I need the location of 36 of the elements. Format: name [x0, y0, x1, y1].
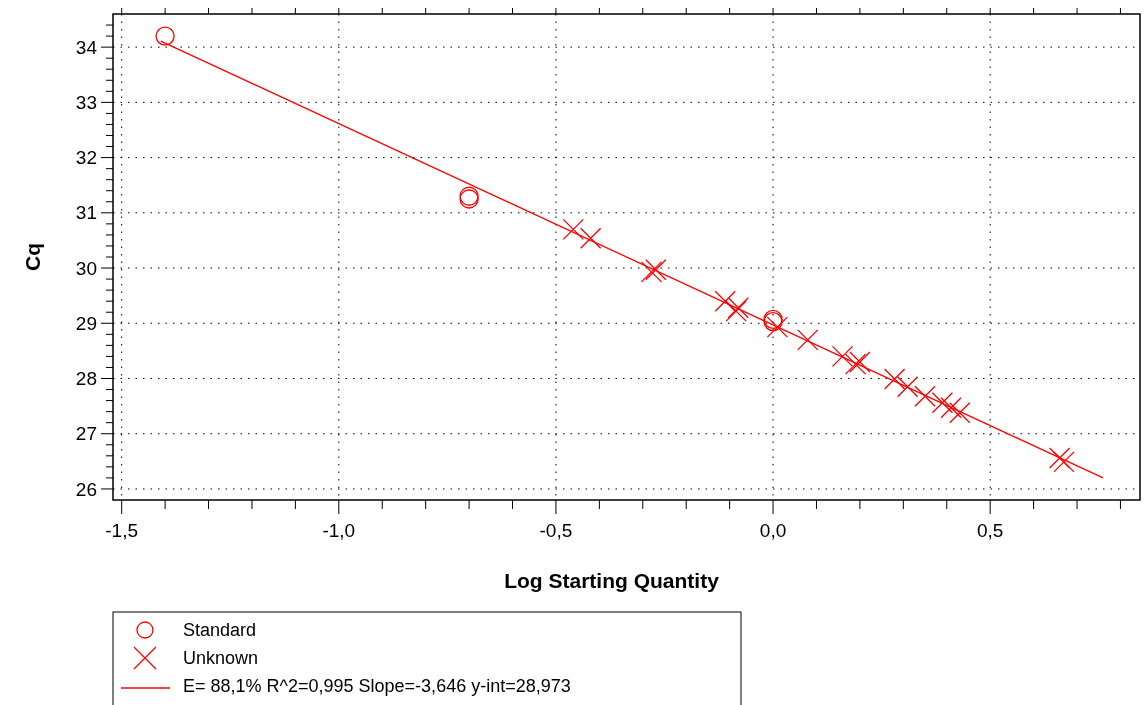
- legend-label: Unknown: [183, 648, 259, 669]
- y-tick-label: 33: [75, 92, 97, 114]
- x-tick-label: -1,0: [322, 520, 356, 541]
- point: [797, 329, 819, 351]
- y-tick-label: 29: [75, 312, 97, 334]
- point: [949, 402, 971, 424]
- point: [884, 368, 906, 390]
- x-tick-label: 0,0: [759, 520, 787, 541]
- legend-label: E= 88,1% R^2=0,995 Slope=-3,646 y-int=28,973: [183, 676, 571, 697]
- point: [640, 261, 663, 283]
- y-tick-label: 28: [75, 368, 97, 390]
- y-tick-label: 27: [75, 423, 97, 445]
- y-axis-title: Cq: [21, 243, 44, 271]
- point: [844, 353, 867, 375]
- x-tick-label: -1,5: [105, 520, 139, 541]
- point: [831, 345, 854, 368]
- point: [914, 385, 936, 407]
- point: [645, 259, 667, 281]
- point: [849, 351, 871, 373]
- point: [714, 290, 736, 312]
- point: [897, 376, 919, 398]
- y-tick-label: 32: [75, 147, 97, 169]
- y-tick-label: 26: [75, 478, 97, 500]
- y-tick-label: 34: [75, 36, 98, 58]
- y-tick-label: 31: [75, 202, 97, 224]
- x-axis-title: Log Starting Quantity: [504, 569, 720, 592]
- point: [940, 397, 962, 419]
- point: [562, 218, 584, 241]
- x-tick-label: -0,5: [539, 520, 573, 541]
- point: [580, 227, 602, 249]
- point: [766, 316, 789, 338]
- y-tick-label: 30: [75, 257, 97, 279]
- legend-label: Standard: [183, 620, 257, 641]
- x-tick-label: 0,5: [976, 520, 1004, 541]
- point: [155, 26, 175, 46]
- point: [931, 392, 954, 414]
